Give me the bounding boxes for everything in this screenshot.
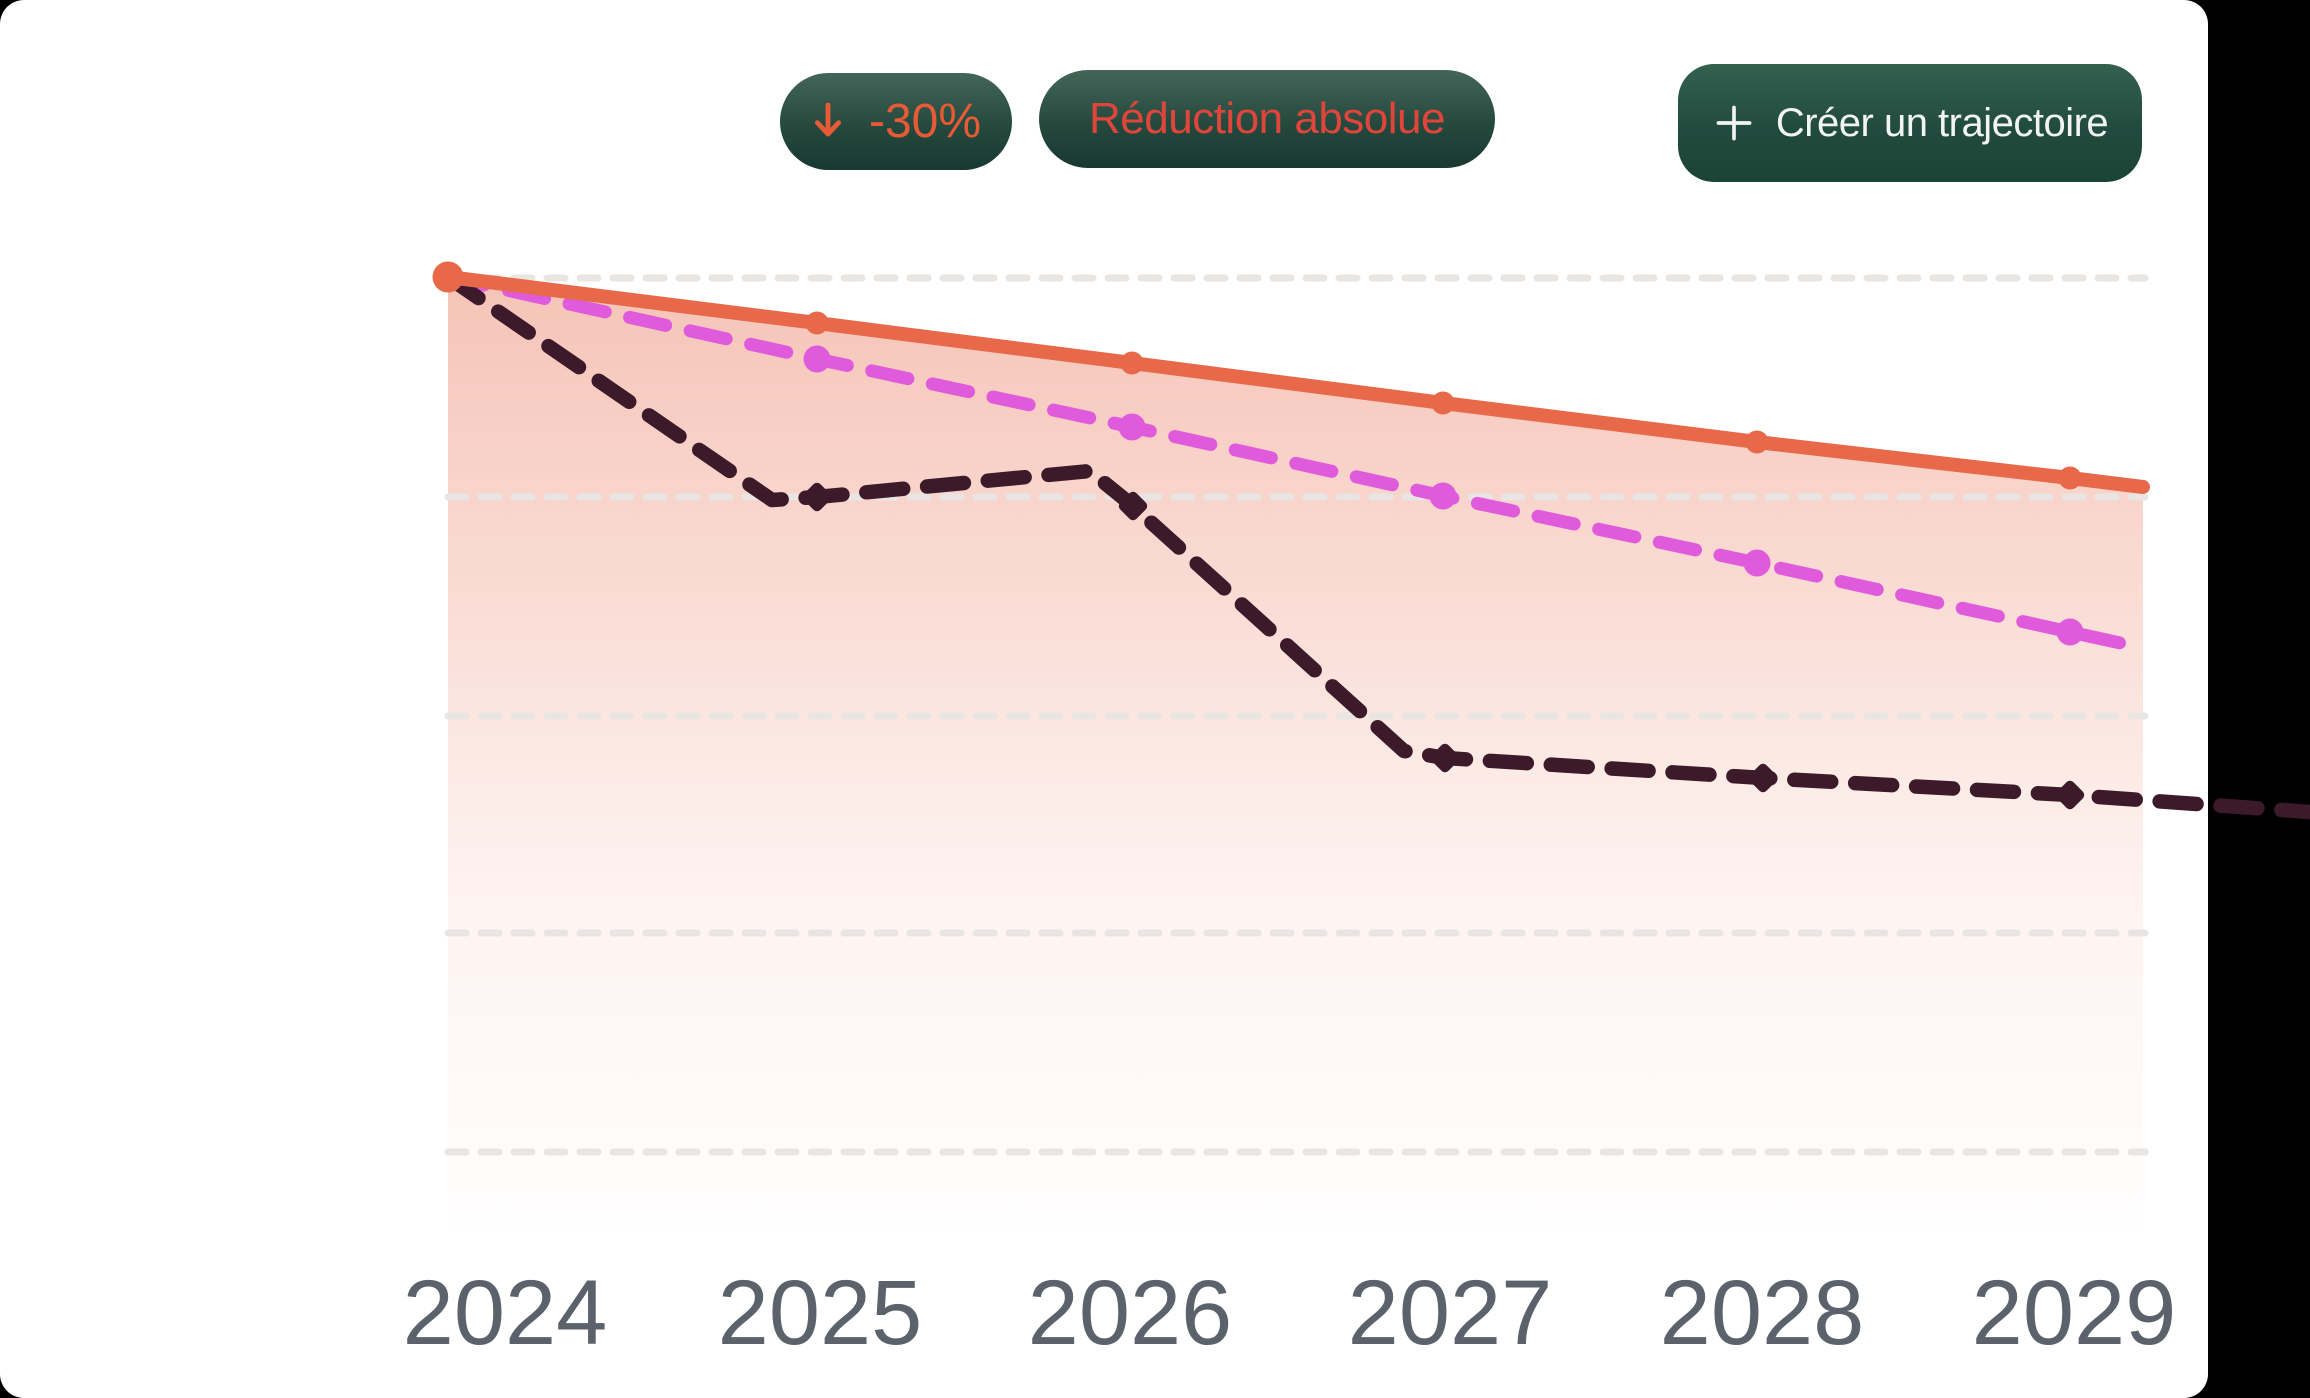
data-point-orange[interactable] xyxy=(1745,430,1769,454)
data-point-magenta[interactable] xyxy=(803,345,831,373)
data-point-magenta[interactable] xyxy=(2056,618,2084,646)
x-axis-label: 2029 xyxy=(1972,1262,2177,1364)
reduction-type-badge[interactable]: Réduction absolue xyxy=(1039,70,1495,168)
area-fill xyxy=(448,277,2143,1252)
data-point-start[interactable] xyxy=(432,261,464,293)
reduction-percent-label: -30% xyxy=(868,95,982,148)
data-point-dark[interactable] xyxy=(1747,762,1780,795)
data-point-magenta[interactable] xyxy=(1743,549,1771,577)
create-trajectory-label: Créer un trajectoire xyxy=(1775,100,2109,145)
x-axis-label: 2026 xyxy=(1028,1262,1233,1364)
x-axis-label: 2025 xyxy=(718,1262,923,1364)
data-point-orange[interactable] xyxy=(1120,351,1144,375)
create-trajectory-button[interactable]: Créer un trajectoire xyxy=(1678,64,2142,182)
data-point-orange[interactable] xyxy=(1431,391,1455,415)
data-point-orange[interactable] xyxy=(805,311,829,335)
arrow-down-icon xyxy=(811,100,845,144)
data-point-dark[interactable] xyxy=(2054,779,2087,812)
x-axis-label: 2024 xyxy=(403,1262,608,1364)
x-axis-label: 2027 xyxy=(1348,1262,1553,1364)
data-point-orange[interactable] xyxy=(2058,466,2082,490)
plus-icon xyxy=(1712,101,1756,145)
reduction-percent-badge[interactable]: -30% xyxy=(780,73,1012,170)
data-point-dark[interactable] xyxy=(801,481,834,514)
data-point-magenta[interactable] xyxy=(1118,413,1146,441)
data-point-dark[interactable] xyxy=(1117,490,1150,523)
reduction-type-label: Réduction absolue xyxy=(1089,94,1445,143)
data-point-dark[interactable] xyxy=(1429,742,1462,775)
data-point-magenta[interactable] xyxy=(1429,482,1457,510)
x-axis-label: 2028 xyxy=(1660,1262,1865,1364)
